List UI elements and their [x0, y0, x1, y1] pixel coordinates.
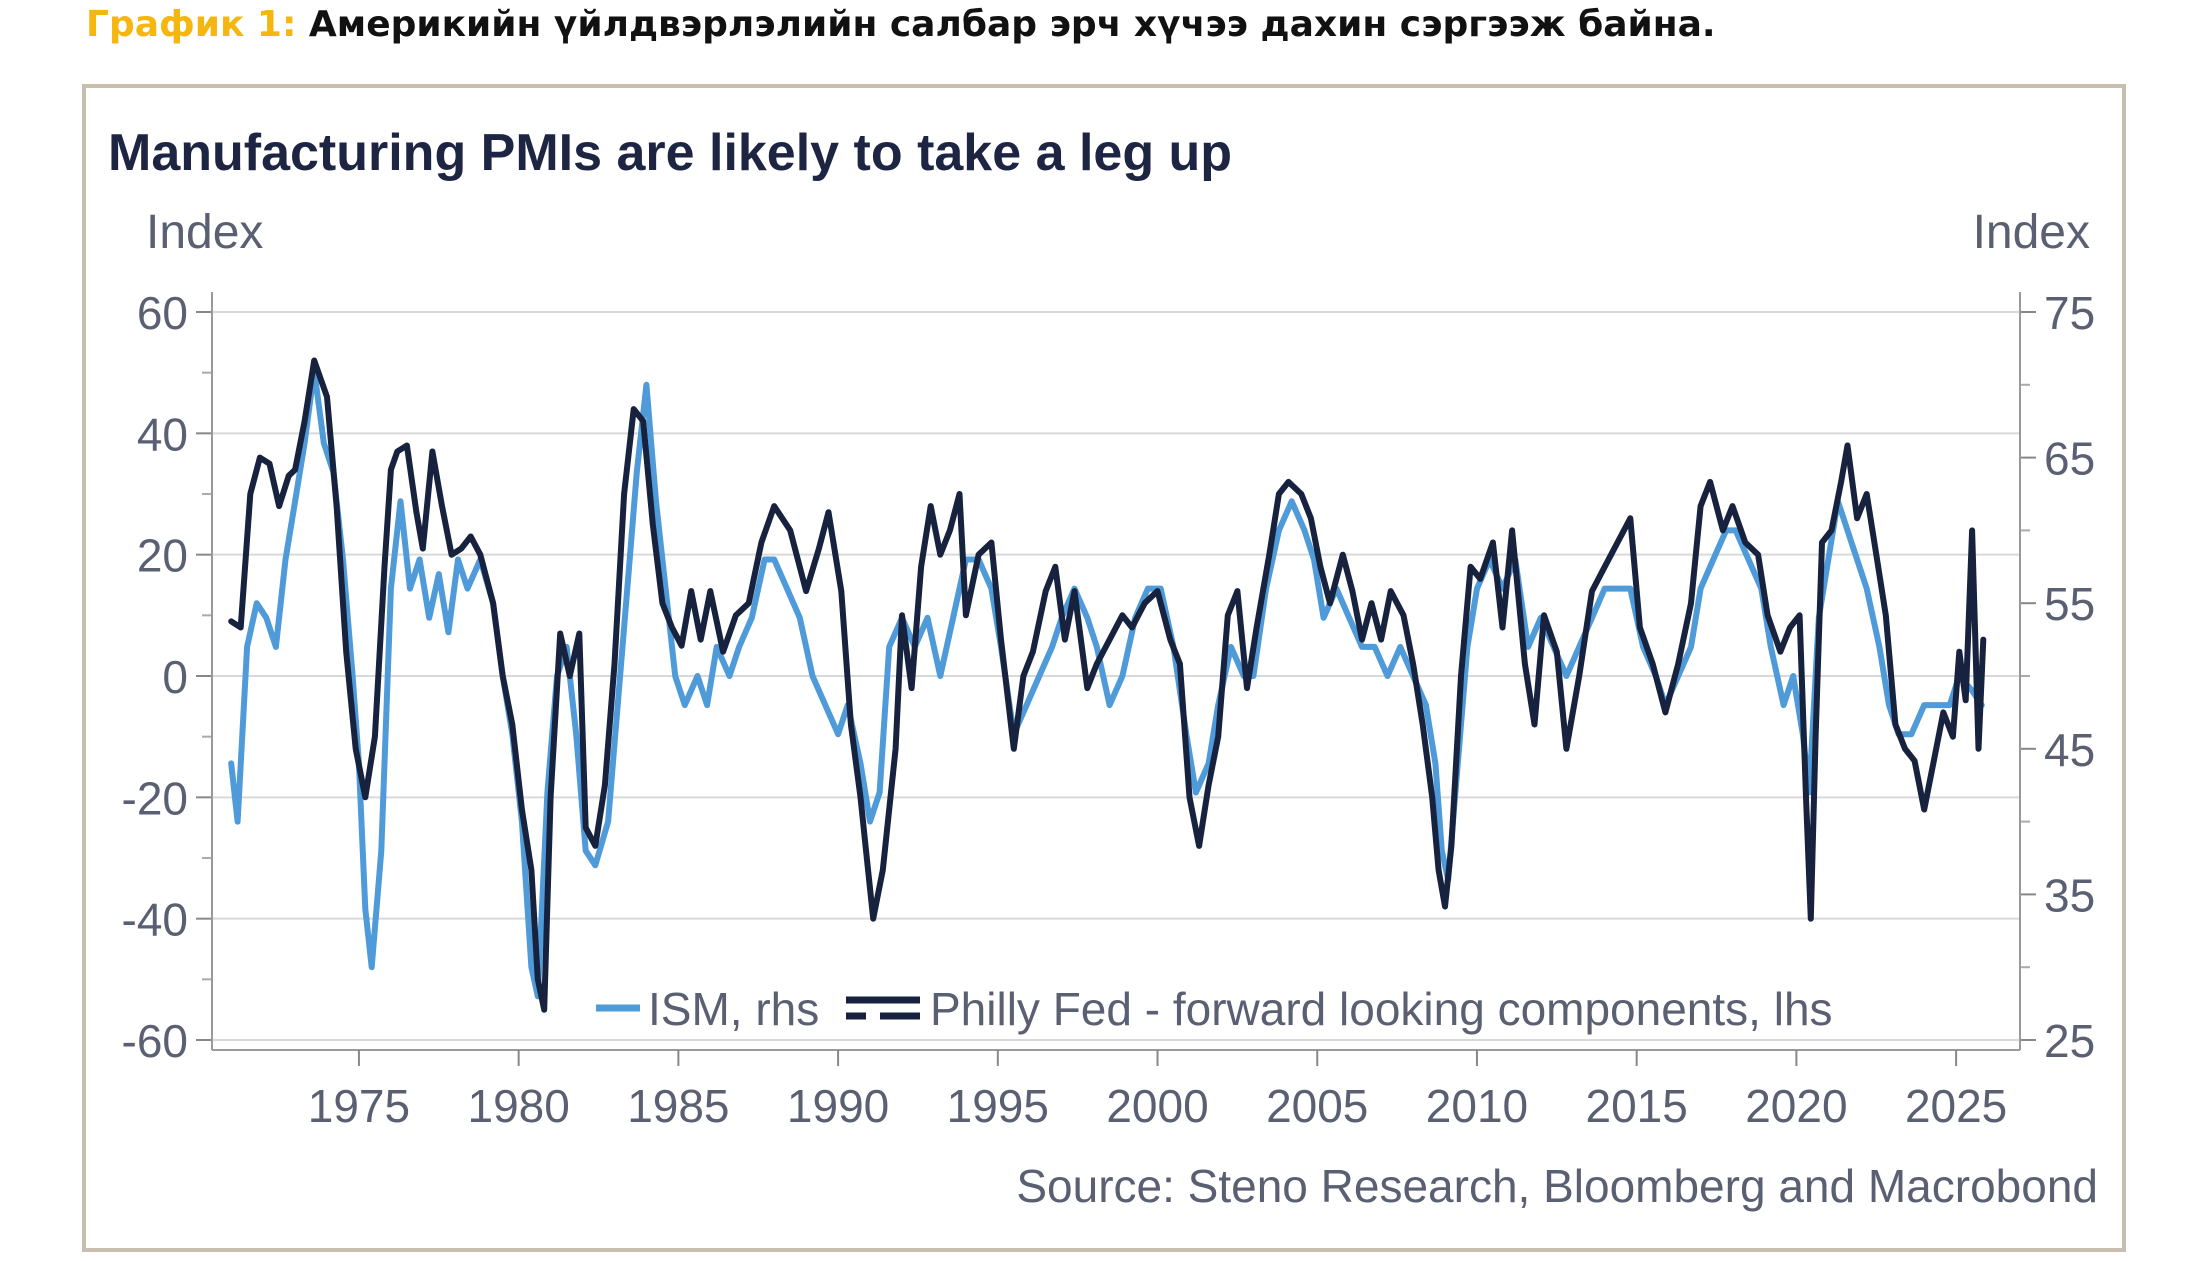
legend: ISM, rhs Philly Fed - forward looking com…	[596, 983, 1833, 1035]
x-tick-label: 2000	[1106, 1080, 1208, 1132]
ism-line	[228, 367, 1985, 1000]
right-axis-label: Index	[1973, 206, 2090, 259]
left-tick-label: -20	[122, 772, 188, 824]
x-tick-label: 1975	[308, 1080, 410, 1132]
x-tick-label: 1995	[947, 1080, 1049, 1132]
caption-prefix: График 1:	[86, 4, 297, 45]
right-tick-label: 35	[2044, 869, 2095, 921]
left-axis-label: Index	[146, 206, 263, 259]
left-tick-label: 40	[137, 408, 188, 460]
chart-title: Manufacturing PMIs are likely to take a …	[108, 124, 1232, 182]
x-tick-label: 1990	[787, 1080, 889, 1132]
right-tick-label: 25	[2044, 1015, 2095, 1067]
x-tick-label: 2020	[1745, 1080, 1847, 1132]
right-tick-label: 55	[2044, 578, 2095, 630]
x-tick-label: 2025	[1905, 1080, 2007, 1132]
x-tick-label: 2005	[1266, 1080, 1368, 1132]
left-tick-label: 20	[137, 530, 188, 582]
left-tick-label: 60	[137, 287, 188, 339]
x-tick-label: 2015	[1586, 1080, 1688, 1132]
caption-text: Америкийн үйлдвэрлэлийн салбар эрч хүчээ…	[308, 4, 1716, 45]
philly-fed-line	[228, 357, 1987, 1013]
source-note: Source: Steno Research, Bloomberg and Ma…	[1016, 1160, 2098, 1212]
x-tick-label: 1985	[627, 1080, 729, 1132]
legend-label-ism: ISM, rhs	[648, 983, 819, 1035]
legend-label-philly: Philly Fed - forward looking components,…	[930, 983, 1833, 1035]
axes: 60 40 20 0 -20 -40 -60 75 65 55 45 35 25 1975 1980 1985…	[122, 287, 2096, 1132]
left-tick-label: 0	[162, 651, 188, 703]
gridlines	[212, 311, 2020, 1041]
series-lines	[228, 357, 1987, 1013]
right-tick-label: 75	[2044, 287, 2095, 339]
x-tick-label: 1980	[467, 1080, 569, 1132]
figure-caption: График 1: Америкийн үйлдвэрлэлийн салбар…	[86, 4, 1716, 45]
left-tick-label: -40	[122, 894, 188, 946]
right-tick-label: 65	[2044, 433, 2095, 485]
x-tick-label: 2010	[1426, 1080, 1528, 1132]
left-tick-label: -60	[122, 1015, 188, 1067]
right-tick-label: 45	[2044, 724, 2095, 776]
